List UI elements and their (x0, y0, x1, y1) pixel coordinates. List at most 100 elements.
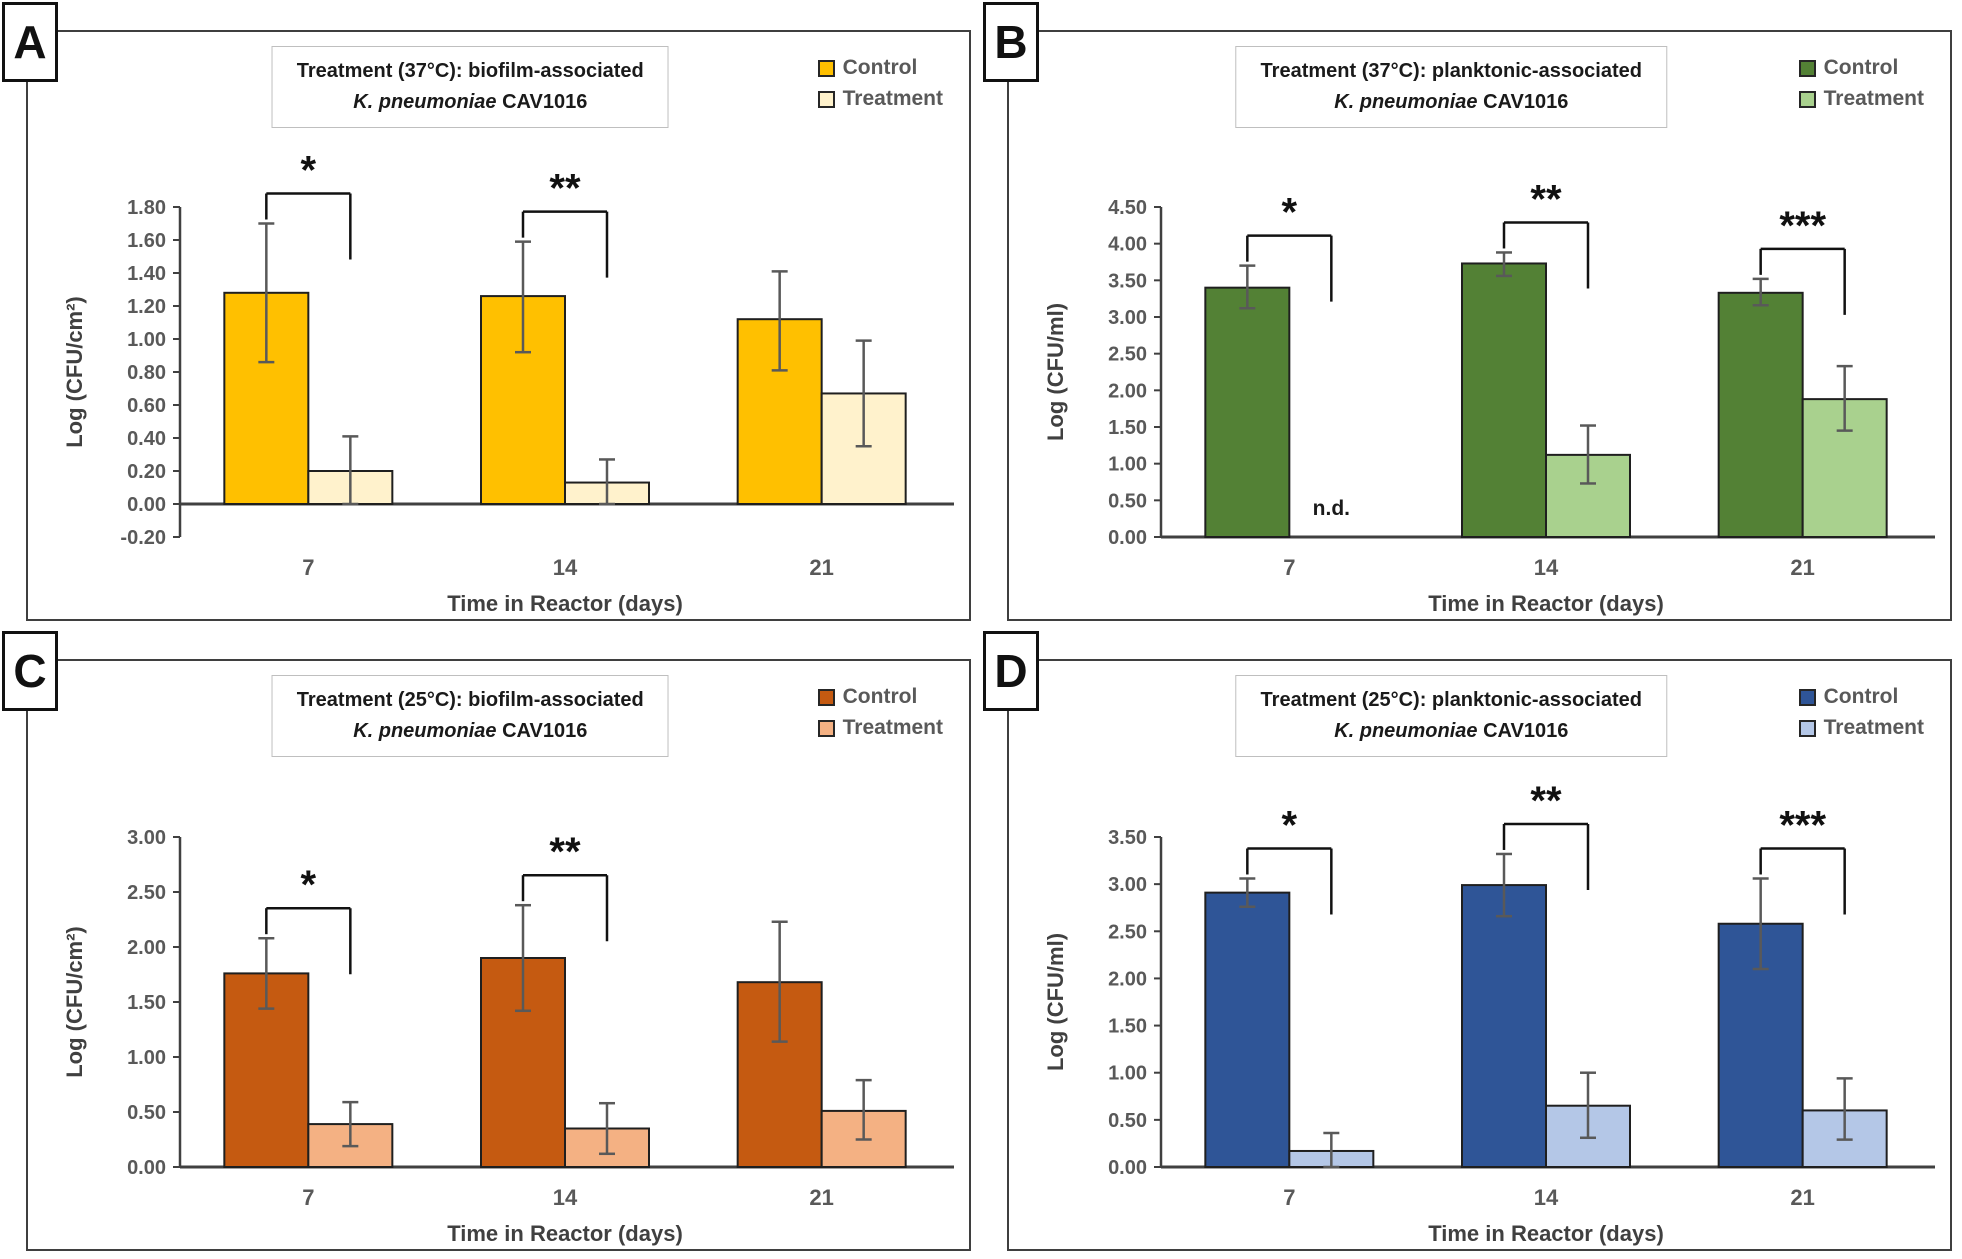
x-category-label-day14: 14 (553, 1185, 578, 1210)
chart-title-line-1: Treatment (25°C): biofilm-associated (296, 689, 644, 711)
legend-item-treatment: Treatment (817, 87, 943, 111)
x-category-label-day7: 7 (1283, 1185, 1295, 1210)
panel-label-a: A (2, 2, 58, 82)
panel-b-frame: B Treatment (37°C): planktonic-associated… (983, 2, 1952, 621)
legend-label-control: Control (842, 685, 918, 708)
legend-label-treatment: Treatment (842, 87, 943, 110)
sig-stars-day7: * (1282, 803, 1298, 847)
y-tick-label: 1.50 (1108, 417, 1147, 439)
sig-stars-day21: *** (1779, 803, 1826, 847)
y-tick-label: 4.50 (1108, 197, 1147, 219)
y-tick-label: 0.50 (1108, 490, 1147, 512)
y-tick-label: 4.00 (1108, 234, 1147, 256)
y-tick-label: 0.60 (127, 395, 166, 417)
panel-label-d: D (983, 631, 1039, 711)
legend-item-control: Control (1798, 685, 1924, 709)
chart-title-line-1: Treatment (37°C): planktonic-associated (1260, 60, 1642, 82)
y-tick-label: 1.80 (127, 197, 166, 219)
legend: Control Treatment (1798, 56, 1924, 111)
sig-stars-day14: ** (1530, 177, 1562, 221)
y-tick-label: 2.00 (127, 937, 166, 959)
bar-control-day14 (1461, 262, 1547, 538)
legend-label-control: Control (1823, 685, 1899, 708)
species-name-italic: K. pneumoniae (1334, 91, 1478, 113)
chart-title-line-2: K. pneumoniae CAV1016 (1261, 716, 1642, 747)
x-category-label-day14: 14 (1534, 555, 1559, 580)
legend-label-treatment: Treatment (842, 716, 943, 739)
x-category-label-day14: 14 (1534, 1185, 1559, 1210)
y-tick-label: 0.00 (1108, 527, 1147, 549)
y-tick-label: 0.00 (127, 1157, 166, 1179)
x-category-label-day21: 21 (809, 1185, 833, 1210)
y-tick-label: 1.50 (1108, 1016, 1147, 1038)
panel-c: C Treatment (25°C): biofilm-associated K. … (0, 629, 981, 1259)
y-tick-label: 1.00 (127, 1047, 166, 1069)
strain-name: CAV1016 (502, 720, 588, 742)
chart-title-line-1: Treatment (25°C): planktonic-associated (1260, 689, 1642, 711)
strain-name: CAV1016 (1483, 91, 1569, 113)
x-axis-title: Time in Reactor (days) (447, 591, 683, 616)
sig-stars-day14: ** (549, 167, 581, 211)
sig-stars-day14: ** (549, 830, 581, 874)
y-tick-label: 1.20 (127, 296, 166, 318)
chart-title-box: Treatment (25°C): planktonic-associated K… (1235, 675, 1667, 757)
y-tick-label: 0.50 (1108, 1110, 1147, 1132)
sig-stars-day7: * (301, 149, 317, 193)
strain-name: CAV1016 (502, 91, 588, 113)
bar-control-day14 (1461, 884, 1547, 1168)
panel-a-frame: A Treatment (37°C): biofilm-associated K. … (2, 2, 971, 621)
y-tick-label: 0.50 (127, 1102, 166, 1124)
legend-swatch-control-icon (1798, 59, 1816, 77)
legend-swatch-treatment-icon (1798, 90, 1816, 108)
chart-title-line-1: Treatment (37°C): biofilm-associated (296, 60, 644, 82)
panel-d: D Treatment (25°C): planktonic-associated… (981, 629, 1962, 1259)
strain-name: CAV1016 (1483, 720, 1569, 742)
bar-chart-c: 3.00 2.50 2.00 1.50 1.00 0.50 0.00 * 7 ** 14 21 Log … (62, 827, 954, 1246)
legend-label-treatment: Treatment (1823, 87, 1924, 110)
legend-swatch-control-icon (1798, 688, 1816, 706)
legend-label-control: Control (842, 56, 918, 79)
panel-a: A Treatment (37°C): biofilm-associated K. … (0, 0, 981, 629)
x-axis-title: Time in Reactor (days) (1428, 591, 1664, 616)
y-axis-title: Log (CFU/cm²) (62, 296, 87, 448)
panel-b: B Treatment (37°C): planktonic-associated… (981, 0, 1962, 629)
y-tick-label: 3.00 (1108, 307, 1147, 329)
species-name-italic: K. pneumoniae (353, 720, 497, 742)
chart-title-box: Treatment (37°C): planktonic-associated K… (1235, 46, 1667, 128)
legend-swatch-control-icon (817, 59, 835, 77)
y-axis-title: Log (CFU/cm²) (62, 926, 87, 1078)
legend-item-control: Control (817, 685, 943, 709)
legend: Control Treatment (817, 685, 943, 740)
panel-label-c: C (2, 631, 58, 711)
y-tick-label: 1.50 (127, 992, 166, 1014)
chart-title-line-2: K. pneumoniae CAV1016 (297, 87, 644, 118)
y-tick-label: 1.00 (1108, 454, 1147, 476)
bar-control-day7 (223, 291, 310, 505)
y-tick-label: 1.40 (127, 263, 166, 285)
legend: Control Treatment (1798, 685, 1924, 740)
sig-stars-day7: * (301, 863, 317, 907)
x-category-label-day14: 14 (553, 555, 578, 580)
x-category-label-day7: 7 (302, 555, 314, 580)
y-axis-title: Log (CFU/ml) (1043, 303, 1068, 441)
species-name-italic: K. pneumoniae (1334, 720, 1478, 742)
x-category-label-day21: 21 (1790, 1185, 1814, 1210)
bar-control-day7 (1204, 891, 1291, 1168)
x-category-label-day7: 7 (1283, 555, 1295, 580)
bar-control-day21 (1717, 291, 1804, 538)
legend-swatch-treatment-icon (817, 90, 835, 108)
bar-chart-b: 4.50 4.00 3.50 3.00 2.50 2.00 1.50 1.00 0.50 0.00… (1043, 177, 1935, 616)
chart-title-line-2: K. pneumoniae CAV1016 (297, 716, 644, 747)
legend-item-treatment: Treatment (817, 716, 943, 740)
x-axis-title: Time in Reactor (days) (1428, 1221, 1664, 1246)
y-tick-label: -0.20 (120, 527, 166, 549)
y-tick-label: 1.00 (127, 329, 166, 351)
sig-stars-day21: *** (1779, 204, 1826, 248)
y-tick-label: 0.40 (127, 428, 166, 450)
y-tick-label: 0.80 (127, 362, 166, 384)
y-tick-label: 2.00 (1108, 380, 1147, 402)
legend-swatch-control-icon (817, 688, 835, 706)
panel-d-frame: D Treatment (25°C): planktonic-associated… (983, 631, 1952, 1251)
chart-title-line-2: K. pneumoniae CAV1016 (1261, 87, 1642, 118)
y-tick-label: 0.20 (127, 461, 166, 483)
